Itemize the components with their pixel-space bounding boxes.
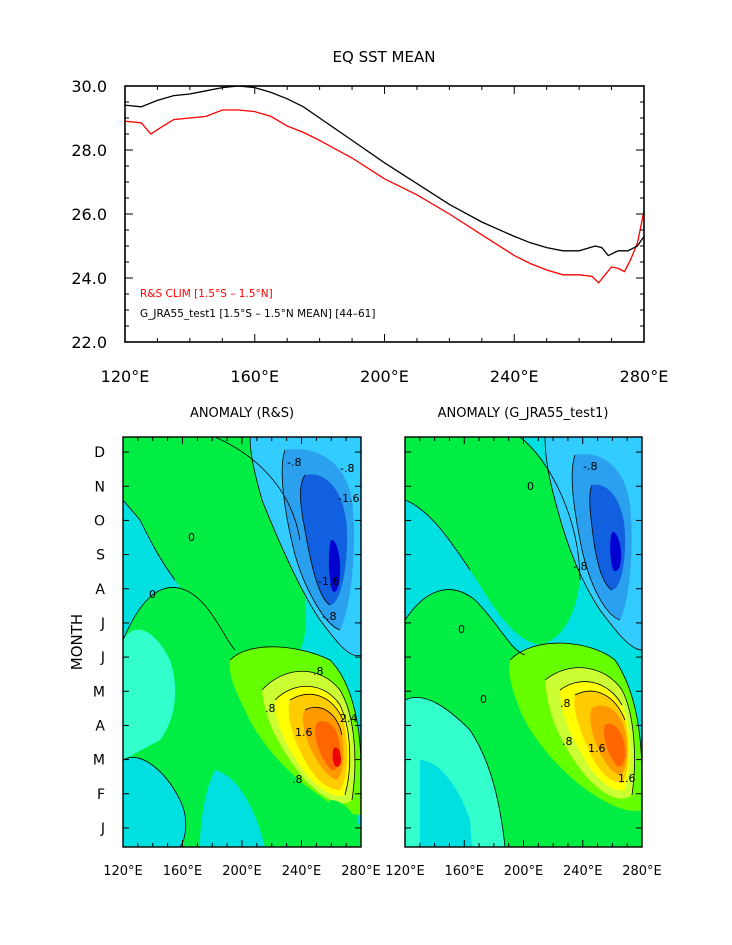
anomaly-right-contour-labels: -.8 -.8 0 0 0 .8 .8 1.6 1.6 [458,460,636,785]
contour-label: .8 [292,773,303,786]
contour-label: 1.6 [588,742,606,755]
contour-label: -.8 [583,460,597,473]
contour-label: 0 [188,531,195,544]
anomaly-right-field [405,437,642,847]
x-tick-label: 120°E [385,864,425,879]
x-tick-label: 200°E [222,864,262,879]
series-line-0 [125,109,644,284]
x-tick-label: 240°E [563,864,603,879]
contour-label: .8 [313,665,324,678]
x-tick-label: 160°E [163,864,203,879]
month-tick-label: J [100,616,105,632]
month-tick-label: F [97,787,105,803]
contour-label: -.8 [573,560,587,573]
contour-label: 1.6 [295,726,313,739]
month-tick-label: D [94,445,105,461]
month-tick-label: J [100,650,105,666]
x-tick-label: 160°E [444,864,484,879]
x-tick-label: 160°E [230,367,279,386]
anomaly-left-contour-labels: -.8 -.8 -.8 -1.6 -1.6 0 0 .8 .8 1.6 2.4 … [149,456,359,786]
x-tick-label: 280°E [620,367,669,386]
month-tick-label: O [94,513,105,529]
month-tick-label: A [95,582,105,598]
anomaly-left-title: ANOMALY (R&S) [190,406,294,421]
contour-label: -.8 [287,456,301,469]
legend-entry: R&S CLIM [1.5°S – 1.5°N] [140,288,273,300]
series-line-1 [125,86,644,257]
anomaly-right-title: ANOMALY (G_JRA55_test1) [438,406,609,421]
contour-label: .8 [560,697,571,710]
month-tick-label: M [93,753,105,769]
legend-entry: G_JRA55_test1 [1.5°S – 1.5°N MEAN] [44–6… [140,308,375,320]
y-tick-label: 30.0 [71,77,107,96]
anomaly-left-field [123,437,361,847]
month-tick-label: M [93,684,105,700]
x-tick-label: 200°E [504,864,544,879]
month-tick-label: A [95,718,105,734]
contour-label: .8 [562,735,573,748]
line-chart-title: EQ SST MEAN [333,48,436,66]
contour-label: -.8 [322,610,336,623]
x-tick-label: 240°E [282,864,322,879]
contour-label: 0 [480,693,487,706]
contour-label: -1.6 [338,492,359,505]
contour-label: 0 [458,623,465,636]
y-tick-label: 22.0 [71,333,107,352]
contour-label: 1.6 [618,772,636,785]
x-tick-label: 280°E [341,864,381,879]
x-tick-label: 200°E [360,367,409,386]
contour-label: 2.4 [340,712,358,725]
y-tick-label: 26.0 [71,205,107,224]
x-tick-label: 280°E [622,864,662,879]
y-tick-label: 28.0 [71,141,107,160]
x-tick-label: 120°E [103,864,143,879]
line-chart-frame [124,85,645,343]
x-tick-label: 120°E [101,367,150,386]
contour-label: 0 [149,588,156,601]
line-chart: EQ SST MEAN 120°E 160°E 200°E 240°E 280°E 22.… [71,48,668,386]
contour-label: -1.6 [318,575,339,588]
anomaly-left-panel: ANOMALY (R&S) [68,406,381,879]
anomaly-right-panel: ANOMALY (G_JRA55_test1) [385,406,662,879]
contour-label: .8 [265,702,276,715]
contour-label: 0 [527,480,534,493]
contour-label: -.8 [340,462,354,475]
month-tick-label: S [96,548,105,564]
month-axis-label: MONTH [68,614,86,670]
month-tick-label: N [95,479,105,495]
month-tick-label: J [100,821,105,837]
y-tick-label: 24.0 [71,269,107,288]
x-tick-label: 240°E [490,367,539,386]
